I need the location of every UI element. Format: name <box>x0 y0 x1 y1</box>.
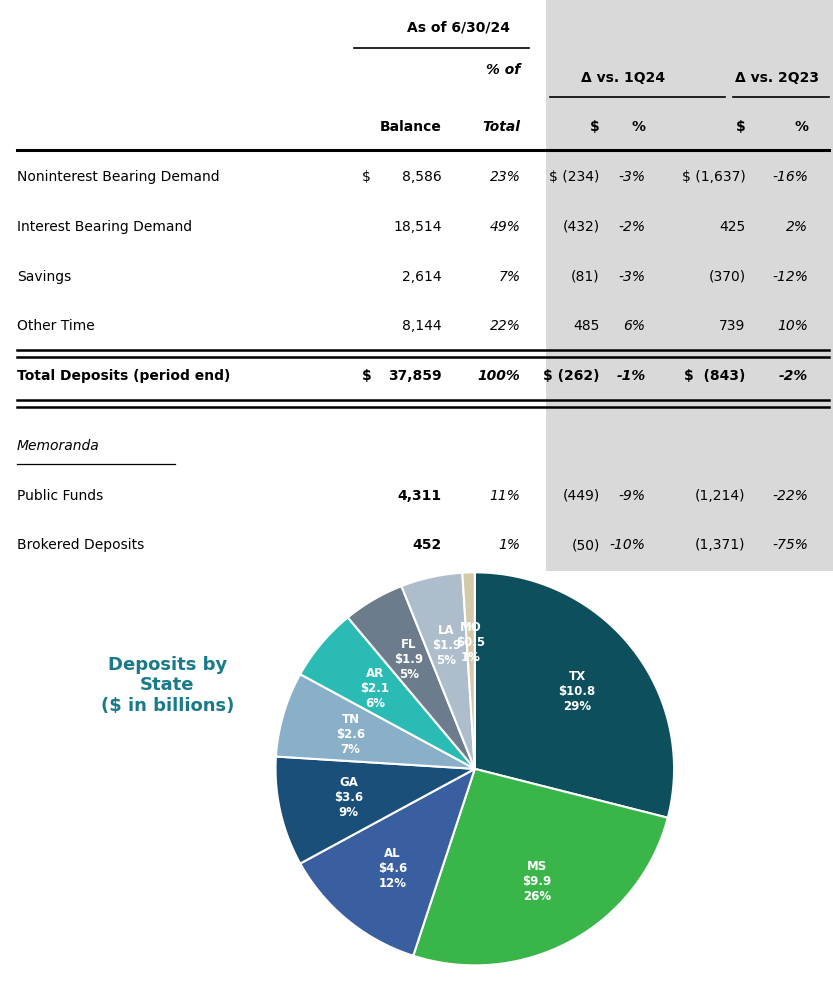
Text: $: $ <box>362 170 372 184</box>
Text: -1%: -1% <box>616 369 646 383</box>
Text: -22%: -22% <box>772 488 808 502</box>
Text: Memoranda: Memoranda <box>17 439 99 453</box>
Text: $: $ <box>362 369 372 383</box>
Text: (1,371): (1,371) <box>695 538 746 552</box>
Text: -2%: -2% <box>619 220 646 234</box>
Text: (370): (370) <box>708 269 746 283</box>
Text: Balance: Balance <box>380 120 441 134</box>
Text: FL
$1.9
5%: FL $1.9 5% <box>394 638 423 680</box>
Text: GA
$3.6
9%: GA $3.6 9% <box>334 775 363 818</box>
Text: 739: 739 <box>719 319 746 333</box>
Text: Total: Total <box>482 120 521 134</box>
Polygon shape <box>276 674 475 769</box>
Polygon shape <box>300 618 475 769</box>
Text: 18,514: 18,514 <box>393 220 441 234</box>
Text: 485: 485 <box>573 319 600 333</box>
Text: Savings: Savings <box>17 269 71 283</box>
Text: $: $ <box>736 120 746 134</box>
Text: %: % <box>631 120 646 134</box>
Text: AL
$4.6
12%: AL $4.6 12% <box>377 846 407 889</box>
Text: LA
$1.9
5%: LA $1.9 5% <box>432 623 461 666</box>
Text: Total Deposits (period end): Total Deposits (period end) <box>17 369 230 383</box>
Text: Public Funds: Public Funds <box>17 488 103 502</box>
Text: $ (262): $ (262) <box>543 369 600 383</box>
Text: -3%: -3% <box>619 170 646 184</box>
Text: -12%: -12% <box>772 269 808 283</box>
Text: Δ vs. 1Q24: Δ vs. 1Q24 <box>581 70 665 85</box>
Text: % of: % of <box>486 63 521 77</box>
Text: 4,311: 4,311 <box>397 488 441 502</box>
Text: Deposits by
State
($ in billions): Deposits by State ($ in billions) <box>101 655 234 715</box>
Text: TX
$10.8
29%: TX $10.8 29% <box>558 669 596 712</box>
Text: 6%: 6% <box>624 319 646 333</box>
Text: (81): (81) <box>571 269 600 283</box>
Polygon shape <box>276 756 475 864</box>
Polygon shape <box>413 769 668 965</box>
Text: 23%: 23% <box>490 170 521 184</box>
Text: -2%: -2% <box>779 369 808 383</box>
Text: $ (234): $ (234) <box>550 170 600 184</box>
Text: 37,859: 37,859 <box>388 369 441 383</box>
Text: Other Time: Other Time <box>17 319 94 333</box>
Text: 22%: 22% <box>490 319 521 333</box>
Text: 425: 425 <box>719 220 746 234</box>
Text: $ (1,637): $ (1,637) <box>681 170 746 184</box>
Polygon shape <box>402 573 475 769</box>
Polygon shape <box>348 587 475 769</box>
Text: (50): (50) <box>571 538 600 552</box>
Text: %: % <box>794 120 808 134</box>
Polygon shape <box>462 573 475 769</box>
Polygon shape <box>300 769 475 955</box>
Text: 452: 452 <box>412 538 441 552</box>
Polygon shape <box>475 573 674 818</box>
Text: 2,614: 2,614 <box>402 269 441 283</box>
Text: MO
$0.5
1%: MO $0.5 1% <box>456 620 486 663</box>
Text: -75%: -75% <box>772 538 808 552</box>
Text: (449): (449) <box>562 488 600 502</box>
Text: 100%: 100% <box>478 369 521 383</box>
Text: $  (843): $ (843) <box>684 369 746 383</box>
Text: Brokered Deposits: Brokered Deposits <box>17 538 144 552</box>
Text: 49%: 49% <box>490 220 521 234</box>
Text: Interest Bearing Demand: Interest Bearing Demand <box>17 220 192 234</box>
Text: TN
$2.6
7%: TN $2.6 7% <box>336 712 365 755</box>
Text: -3%: -3% <box>619 269 646 283</box>
Text: 2%: 2% <box>786 220 808 234</box>
Text: 1%: 1% <box>499 538 521 552</box>
Text: 7%: 7% <box>499 269 521 283</box>
Text: Noninterest Bearing Demand: Noninterest Bearing Demand <box>17 170 219 184</box>
Text: 11%: 11% <box>490 488 521 502</box>
Bar <box>546 0 833 572</box>
Text: 8,586: 8,586 <box>402 170 441 184</box>
Text: -16%: -16% <box>772 170 808 184</box>
Text: MS
$9.9
26%: MS $9.9 26% <box>522 860 551 902</box>
Text: AR
$2.1
6%: AR $2.1 6% <box>361 667 390 709</box>
Text: -9%: -9% <box>619 488 646 502</box>
Text: $: $ <box>590 120 600 134</box>
Text: 8,144: 8,144 <box>402 319 441 333</box>
Text: 10%: 10% <box>777 319 808 333</box>
Text: -10%: -10% <box>610 538 646 552</box>
Text: As of 6/30/24: As of 6/30/24 <box>407 21 510 35</box>
Text: Δ vs. 2Q23: Δ vs. 2Q23 <box>735 70 819 85</box>
Text: (432): (432) <box>562 220 600 234</box>
Text: (1,214): (1,214) <box>695 488 746 502</box>
